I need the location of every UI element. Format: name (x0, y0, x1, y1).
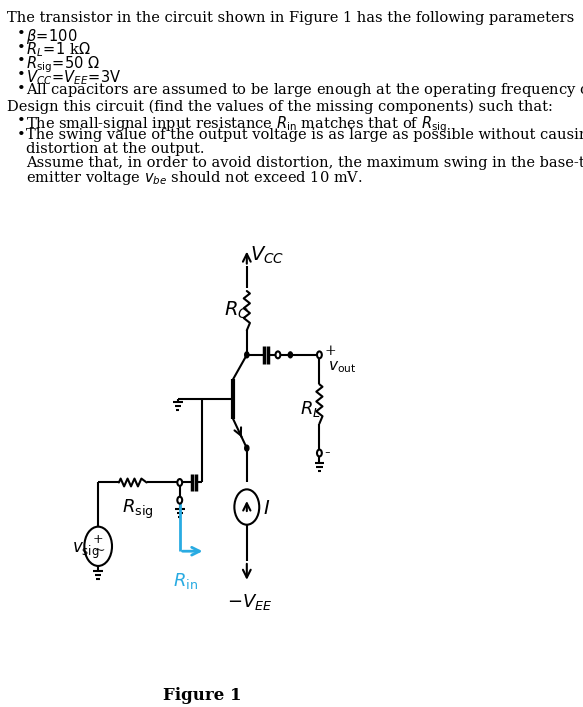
Circle shape (317, 351, 322, 358)
Text: +: + (93, 533, 104, 546)
Text: $I$: $I$ (264, 500, 271, 518)
Text: $V_{CC}\!=\!V_{EE}\!=\!3\mathrm{V}$: $V_{CC}\!=\!V_{EE}\!=\!3\mathrm{V}$ (26, 68, 122, 87)
Text: $R_C$: $R_C$ (224, 300, 249, 321)
Text: •: • (16, 82, 25, 96)
Text: •: • (16, 68, 25, 82)
Text: •: • (16, 41, 25, 54)
Text: distortion at the output.: distortion at the output. (26, 142, 205, 156)
Circle shape (177, 479, 182, 486)
Text: •: • (16, 128, 25, 142)
Circle shape (245, 445, 249, 451)
Text: $\beta\!=\!100$: $\beta\!=\!100$ (26, 27, 78, 46)
Text: The transistor in the circuit shown in Figure 1 has the following parameters: The transistor in the circuit shown in F… (7, 11, 574, 25)
Text: $v_\mathrm{out}$: $v_\mathrm{out}$ (328, 360, 356, 375)
Text: Design this circuit (find the values of the missing components) such that:: Design this circuit (find the values of … (7, 100, 553, 114)
Text: $R_\mathrm{sig}$: $R_\mathrm{sig}$ (122, 498, 154, 521)
Text: $V_{CC}$: $V_{CC}$ (250, 245, 285, 266)
Text: The swing value of the output voltage is as large as possible without causing: The swing value of the output voltage is… (26, 128, 583, 142)
Circle shape (288, 352, 293, 358)
Text: Assume that, in order to avoid distortion, the maximum swing in the base-to-: Assume that, in order to avoid distortio… (26, 156, 583, 170)
Text: $v_\mathrm{sig}$: $v_\mathrm{sig}$ (72, 541, 99, 561)
Text: +: + (324, 344, 336, 358)
Text: emitter voltage $v_{be}$ should not exceed 10 mV.: emitter voltage $v_{be}$ should not exce… (26, 169, 363, 187)
Circle shape (317, 450, 322, 457)
Text: $-V_{EE}$: $-V_{EE}$ (227, 592, 273, 612)
Text: All capacitors are assumed to be large enough at the operating frequency of $v_\: All capacitors are assumed to be large e… (26, 82, 583, 102)
Circle shape (245, 352, 249, 358)
Text: Figure 1: Figure 1 (163, 686, 242, 703)
Text: -: - (324, 445, 330, 462)
Text: $R_\mathrm{in}$: $R_\mathrm{in}$ (173, 571, 198, 591)
Text: $R_L\!=\!1$ k$\Omega$: $R_L\!=\!1$ k$\Omega$ (26, 41, 91, 59)
Text: •: • (16, 27, 25, 41)
Circle shape (85, 527, 112, 566)
Text: The small-signal input resistance $R_\mathrm{in}$ matches that of $R_\mathrm{sig: The small-signal input resistance $R_\ma… (26, 115, 447, 135)
Circle shape (276, 351, 280, 358)
Circle shape (234, 489, 259, 525)
Text: $R_L$: $R_L$ (300, 399, 321, 419)
Text: •: • (16, 54, 25, 69)
Circle shape (177, 497, 182, 503)
Text: $R_\mathrm{sig}\!=\!50\ \Omega$: $R_\mathrm{sig}\!=\!50\ \Omega$ (26, 54, 101, 75)
Text: •: • (16, 115, 25, 128)
Text: ~: ~ (93, 544, 105, 559)
